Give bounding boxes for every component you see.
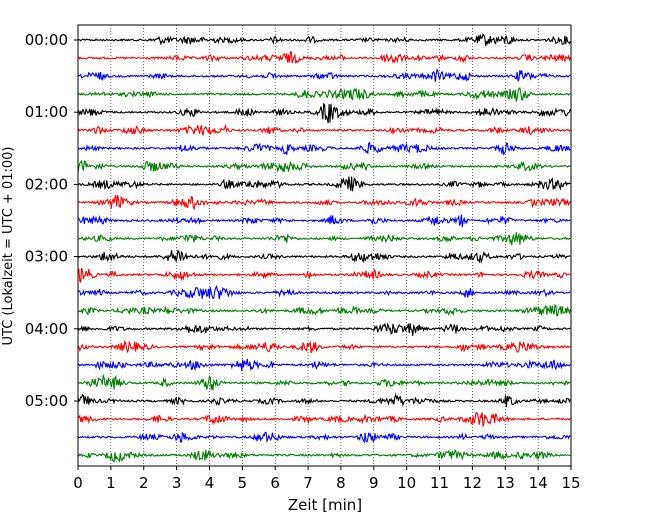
trace-row: [77, 285, 571, 300]
x-axis-label: Zeit [min]: [288, 496, 362, 514]
trace-row: [77, 431, 571, 444]
trace-row: [77, 214, 571, 228]
trace-row: [77, 232, 571, 246]
trace-row: [77, 33, 571, 47]
x-tick-label: 11: [430, 474, 449, 492]
x-tick-label: 12: [463, 474, 482, 492]
trace-row: [77, 102, 571, 124]
x-tick-label: 3: [172, 474, 182, 492]
x-tick-label: 2: [139, 474, 149, 492]
y-axis-label: UTC (Lokalzeit = UTC + 01:00): [1, 147, 16, 346]
x-tick-label: 10: [397, 474, 416, 492]
trace-row: [77, 373, 571, 391]
x-tick-label: 14: [529, 474, 548, 492]
trace-row: [77, 141, 571, 156]
trace-row: [77, 87, 571, 102]
plot-frame: [77, 24, 572, 467]
trace-row: [77, 249, 571, 264]
x-tick-label: 4: [205, 474, 215, 492]
x-tick-label: 15: [561, 474, 580, 492]
x-axis-ticks: 0 1 2 3 4 5 6 7 8 9 10 11 12 13 14 15: [73, 466, 581, 492]
x-tick-label: 0: [73, 474, 83, 492]
x-tick-label: 13: [496, 474, 515, 492]
y-tick-label: 05:00: [25, 392, 68, 410]
trace-row: [77, 322, 571, 336]
x-tick-label: 6: [270, 474, 280, 492]
trace-row: [77, 195, 571, 211]
x-tick-label: 8: [336, 474, 346, 492]
trace-row: [77, 339, 571, 354]
x-tick-label: 9: [369, 474, 379, 492]
y-tick-label: 04:00: [25, 320, 68, 338]
trace-row: [77, 124, 571, 136]
trace-row: [77, 448, 571, 463]
trace-row: [77, 392, 571, 408]
trace-rows: [77, 33, 571, 463]
y-tick-label: 03:00: [25, 248, 68, 266]
trace-row: [77, 358, 571, 372]
trace-row: [77, 68, 571, 82]
trace-row: [77, 176, 571, 192]
trace-row: [77, 304, 571, 317]
trace-row: [77, 159, 571, 174]
trace-row: [77, 411, 571, 427]
x-tick-label: 7: [303, 474, 313, 492]
y-axis-ticks: 00:00 01:00 02:00 03:00 04:00 05:00: [25, 31, 78, 410]
trace-row: [77, 51, 571, 64]
trace-row: [77, 267, 571, 284]
y-tick-label: 01:00: [25, 103, 68, 121]
y-tick-label: 02:00: [25, 175, 68, 193]
x-tick-label: 1: [106, 474, 116, 492]
x-tick-label: 5: [238, 474, 248, 492]
y-tick-label: 00:00: [25, 31, 68, 49]
